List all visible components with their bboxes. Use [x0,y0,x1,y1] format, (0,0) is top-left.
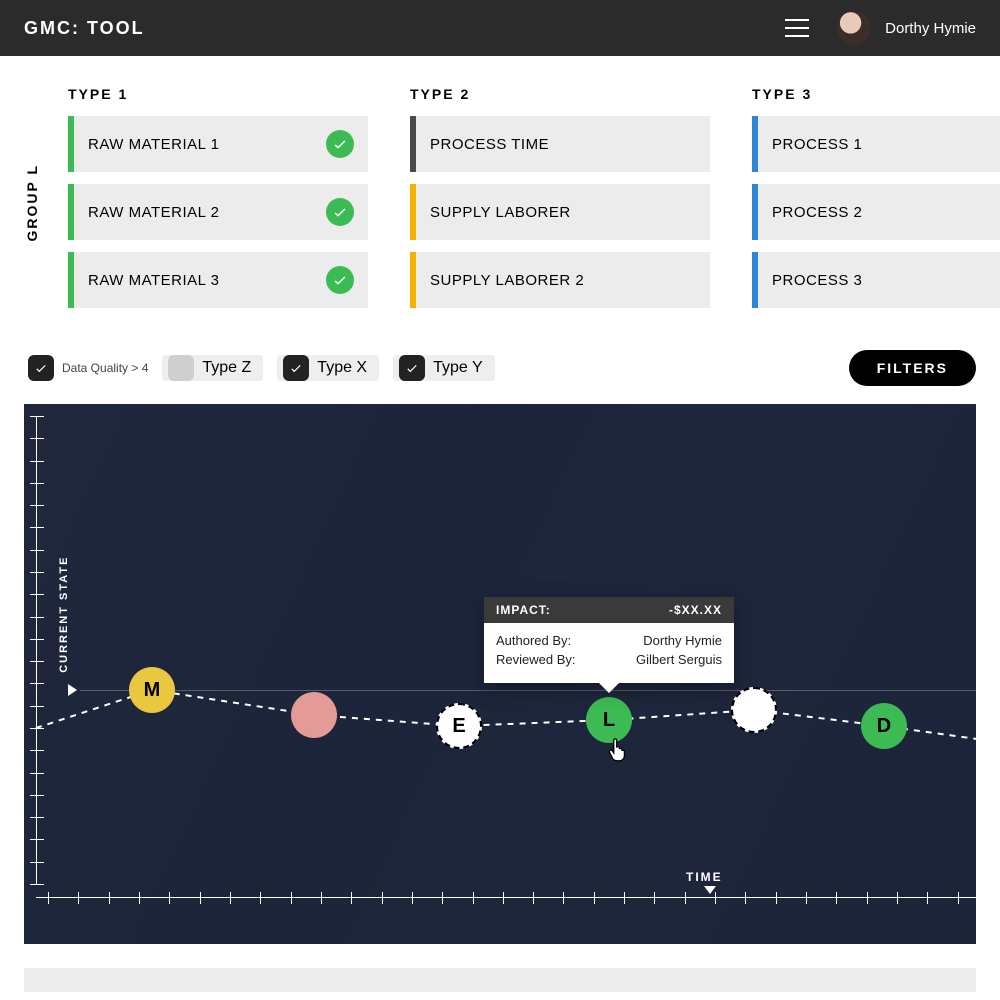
column-title: TYPE 3 [752,86,1000,102]
tooltip-key: Reviewed By: [496,652,575,667]
check-icon [326,130,354,158]
card-supply-laborer-2[interactable]: SUPPLY LABORER 2 [410,252,710,308]
filter-chip[interactable]: Type Y [393,355,495,381]
x-axis-ticks [36,890,976,904]
check-icon [326,198,354,226]
card-process-1[interactable]: PROCESS 1 [752,116,1000,172]
footer-panel [24,968,976,992]
checkbox-checked-icon[interactable] [399,355,425,381]
card-label: PROCESS 1 [772,136,1000,153]
timeline-node-blank[interactable] [731,687,777,733]
card-stripe [68,184,74,240]
timeline-node-D[interactable]: D [861,703,907,749]
checkbox-checked-icon[interactable] [28,355,54,381]
menu-icon[interactable] [785,19,809,37]
check-icon [326,266,354,294]
chip-label: Type Z [202,359,251,377]
timeline-node-pink[interactable] [291,692,337,738]
group-label: GROUP L [24,164,40,242]
card-label: PROCESS 2 [772,204,1000,221]
card-stripe [410,116,416,172]
tooltip-value: Dorthy Hymie [643,633,722,648]
card-raw-material-1[interactable]: RAW MATERIAL 1 [68,116,368,172]
card-stripe [410,184,416,240]
username: Dorthy Hymie [885,20,976,37]
chip-label: Data Quality > 4 [62,361,148,375]
card-label: RAW MATERIAL 1 [88,136,326,153]
column-title: TYPE 1 [68,86,368,102]
card-process-3[interactable]: PROCESS 3 [752,252,1000,308]
column-title: TYPE 2 [410,86,710,102]
card-label: SUPPLY LABORER 2 [430,272,696,289]
card-process-2[interactable]: PROCESS 2 [752,184,1000,240]
card-stripe [68,252,74,308]
avatar[interactable] [837,11,871,45]
current-state-marker-icon [68,684,77,696]
tooltip-impact-label: IMPACT: [496,603,551,617]
node-tooltip: IMPACT: -$XX.XX Authored By: Dorthy Hymie Re… [484,597,734,683]
timeline-node-E[interactable]: E [436,703,482,749]
app-title: GMC: TOOL [24,18,145,39]
filter-chip[interactable]: Data Quality > 4 [28,355,148,381]
group-section: GROUP L TYPE 1 RAW MATERIAL 1 RAW MATERIAL… [0,56,1000,340]
chip-label: Type X [317,359,367,377]
x-axis-label: TIME [686,870,723,884]
card-label: PROCESS TIME [430,136,696,153]
app-header: GMC: TOOL Dorthy Hymie [0,0,1000,56]
filter-chip[interactable]: Type X [277,355,379,381]
card-stripe [752,252,758,308]
current-state-line [80,690,976,691]
tooltip-impact-value: -$XX.XX [669,603,722,617]
card-process-time[interactable]: PROCESS TIME [410,116,710,172]
timeline-chart[interactable]: CURRENT STATE TIMEMELDIMPACT:-$XX.XXAuth… [24,404,976,944]
tooltip-key: Authored By: [496,633,571,648]
filter-chips-row: Data Quality > 4 Type Z Type X Type Y FILTE… [0,340,1000,404]
card-stripe [410,252,416,308]
y-axis-label: CURRENT STATE [58,556,70,673]
tooltip-value: Gilbert Serguis [636,652,722,667]
checkbox-unchecked-icon[interactable] [168,355,194,381]
card-label: RAW MATERIAL 3 [88,272,326,289]
card-supply-laborer[interactable]: SUPPLY LABORER [410,184,710,240]
card-label: SUPPLY LABORER [430,204,696,221]
x-axis-caret-icon [704,886,716,894]
chip-label: Type Y [433,359,483,377]
card-stripe [752,116,758,172]
checkbox-checked-icon[interactable] [283,355,309,381]
timeline-node-M[interactable]: M [129,667,175,713]
filters-button[interactable]: FILTERS [849,350,976,386]
card-stripe [752,184,758,240]
card-label: PROCESS 3 [772,272,1000,289]
filter-chip[interactable]: Type Z [162,355,263,381]
card-raw-material-2[interactable]: RAW MATERIAL 2 [68,184,368,240]
card-label: RAW MATERIAL 2 [88,204,326,221]
card-raw-material-3[interactable]: RAW MATERIAL 3 [68,252,368,308]
hand-cursor-icon [607,737,629,763]
y-axis-ticks [30,416,44,884]
card-stripe [68,116,74,172]
